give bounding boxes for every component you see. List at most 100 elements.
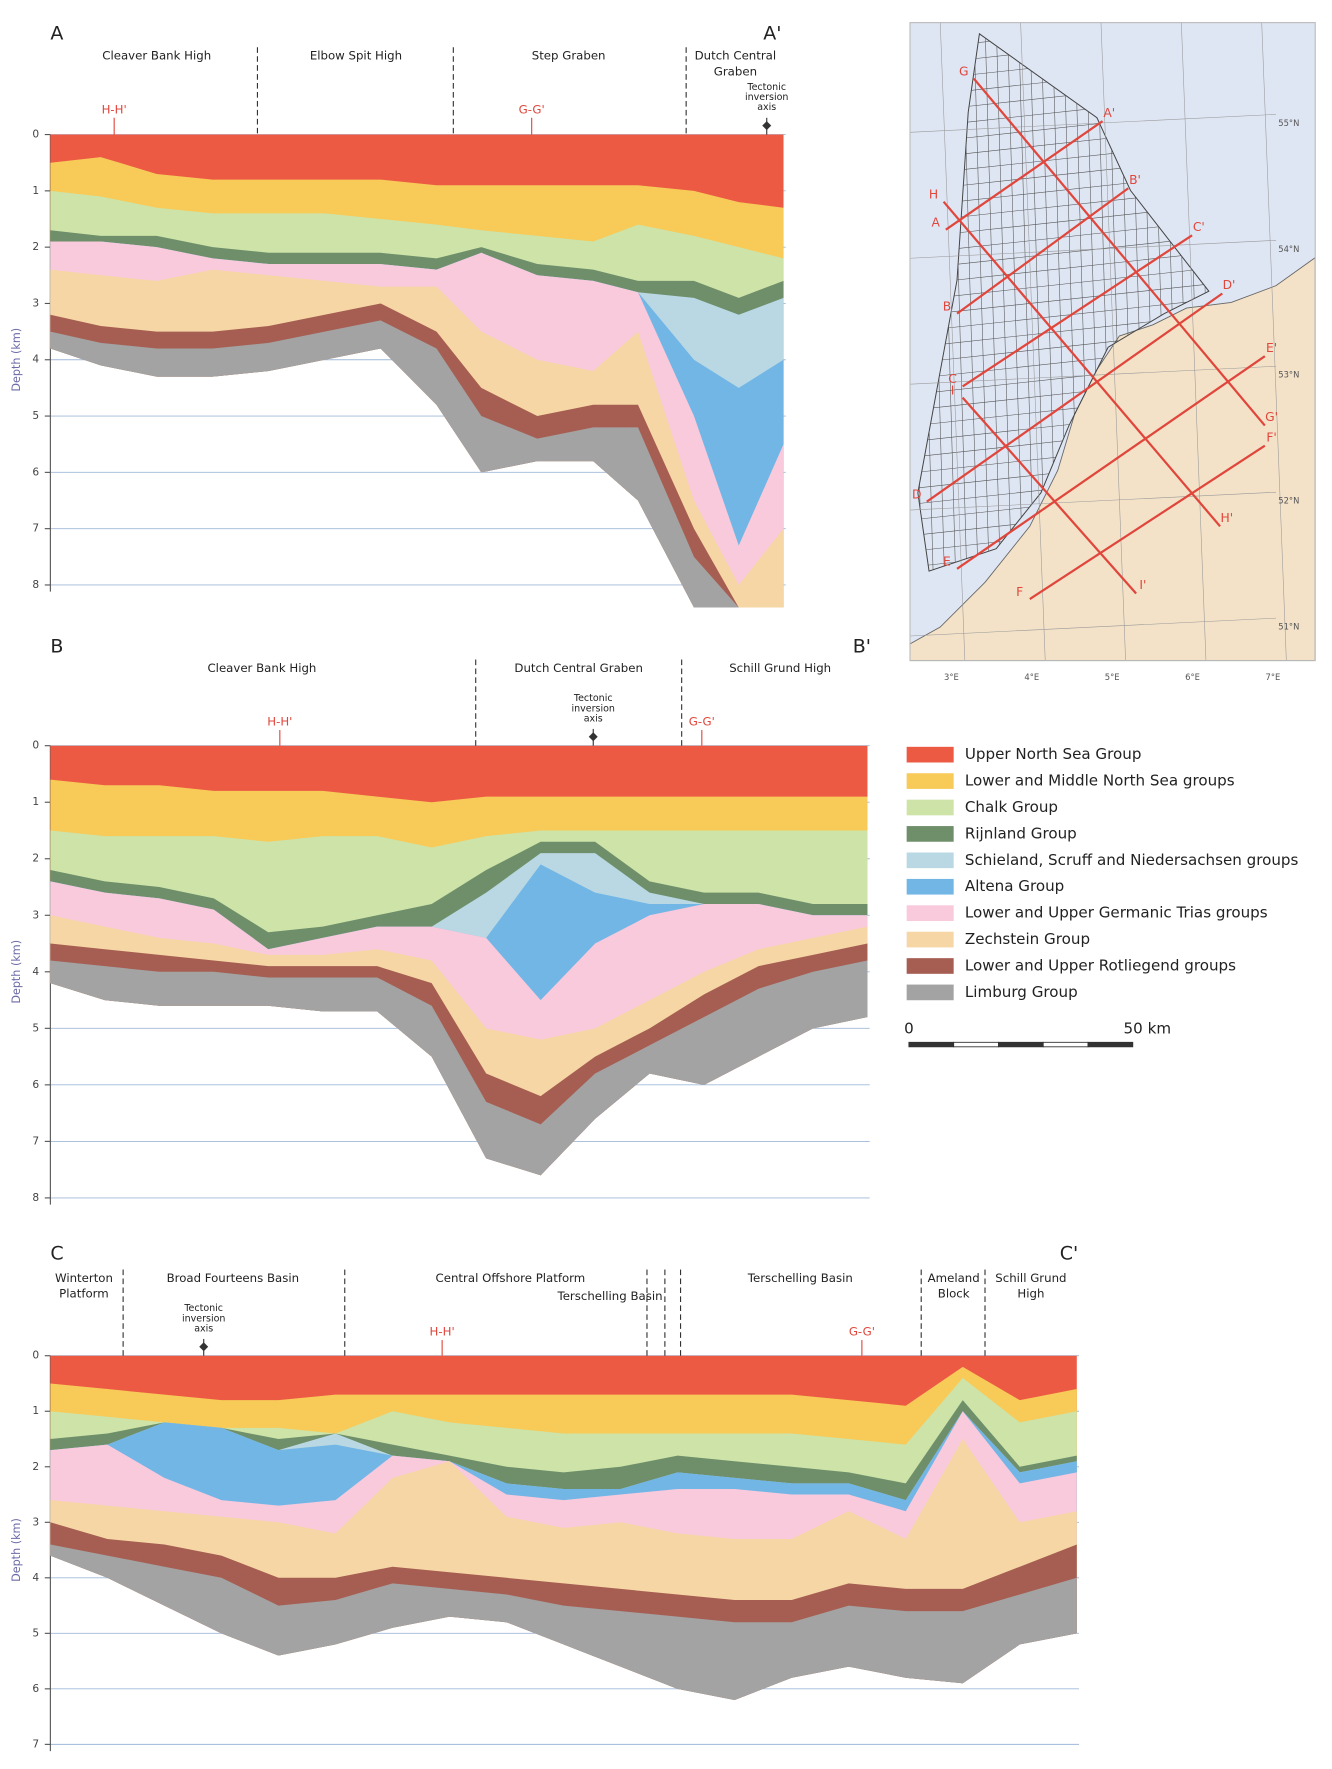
region-label: Schill Grund High xyxy=(729,661,831,675)
legend-label: Lower and Upper Rotliegend groups xyxy=(965,956,1236,974)
scale-segment xyxy=(998,1042,1043,1046)
scale-segment xyxy=(909,1042,954,1046)
section-line-start: G xyxy=(959,64,969,78)
region-label: Cleaver Bank High xyxy=(207,661,316,675)
section-line-end: I' xyxy=(1139,578,1146,592)
section-line-end: H' xyxy=(1220,511,1233,525)
y-tick-label: 5 xyxy=(32,1626,39,1639)
legend-label: Schieland, Scruff and Niedersachsen grou… xyxy=(965,851,1299,869)
inversion-symbol xyxy=(589,732,598,741)
y-axis-label: Depth (km) xyxy=(10,328,23,392)
legend-swatch xyxy=(907,773,954,789)
y-tick-label: 2 xyxy=(32,1460,39,1473)
section-line-end: A' xyxy=(1103,106,1115,120)
y-tick-label: 5 xyxy=(32,409,39,422)
section-line-start: E xyxy=(943,555,951,569)
inversion-label: axis xyxy=(757,102,776,113)
inversion-symbol xyxy=(199,1342,208,1351)
legend-swatch xyxy=(907,985,954,1001)
lat-label: 51°N xyxy=(1278,622,1299,632)
lat-label: 55°N xyxy=(1278,118,1299,128)
section-line-start: D xyxy=(912,487,921,501)
page: {"panels":[ {"start":"A","end":"A'","reg… xyxy=(0,0,1332,1769)
scale-segment xyxy=(1043,1042,1088,1046)
legend-swatch xyxy=(907,826,954,842)
lon-label: 4°E xyxy=(1024,672,1039,682)
y-tick-label: 7 xyxy=(32,1134,39,1147)
section-line-end: D' xyxy=(1223,278,1236,292)
y-tick-label: 3 xyxy=(32,296,39,309)
region-label: High xyxy=(1017,1287,1044,1301)
region-label: Schill Grund xyxy=(995,1271,1066,1285)
section-marker: G-G' xyxy=(519,102,545,116)
figure: 0 1 2 3 4 5 6 7 8 Depth (km) A A' Cleaver Bank High E… xyxy=(0,0,1332,1769)
y-tick-label: 4 xyxy=(32,965,39,978)
section-line-end: B' xyxy=(1129,173,1141,187)
section-marker: G-G' xyxy=(849,1325,875,1339)
legend-swatch xyxy=(907,800,954,816)
cross-section: 012345678Depth (km)BB'Cleaver Bank HighD… xyxy=(10,636,871,1205)
y-tick-label: 4 xyxy=(32,353,39,366)
y-tick-label: 0 xyxy=(32,1349,39,1362)
map xyxy=(873,0,1332,661)
y-tick-label: 7 xyxy=(32,1737,39,1750)
region-label: Platform xyxy=(59,1287,109,1301)
region-label: Step Graben xyxy=(532,49,606,63)
section-start: A xyxy=(50,22,63,44)
legend-label: Chalk Group xyxy=(965,798,1058,816)
cross-section: 01234567Depth (km)CC'WintertonPlatformBr… xyxy=(10,1242,1079,1751)
y-tick-label: 7 xyxy=(32,522,39,535)
legend-label: Limburg Group xyxy=(965,983,1078,1001)
region-label: Elbow Spit High xyxy=(310,49,402,63)
section-line-end: E' xyxy=(1266,341,1277,355)
lat-label: 52°N xyxy=(1278,496,1299,506)
lon-label: 5°E xyxy=(1105,672,1120,682)
inversion-label: axis xyxy=(584,713,603,724)
legend-swatch xyxy=(907,879,954,895)
y-tick-label: 6 xyxy=(32,1078,39,1091)
region-label: Ameland xyxy=(928,1271,980,1285)
section-line-start: I xyxy=(951,383,955,397)
legend-label: Lower and Upper Germanic Trias groups xyxy=(965,904,1268,922)
section-end: A' xyxy=(763,22,781,44)
y-tick-label: 5 xyxy=(32,1021,39,1034)
y-tick-label: 2 xyxy=(32,240,39,253)
legend-swatch xyxy=(907,958,954,974)
lon-label: 7°E xyxy=(1265,672,1280,682)
inversion-symbol xyxy=(762,121,771,130)
region-label: Dutch Central xyxy=(695,49,777,63)
region-label: Central Offshore Platform xyxy=(436,1271,586,1285)
region-label: Block xyxy=(938,1287,970,1301)
y-tick-label: 1 xyxy=(32,1404,39,1417)
y-axis-label: Depth (km) xyxy=(10,940,23,1004)
region-label: Graben xyxy=(714,64,757,78)
hatch-line xyxy=(1321,23,1332,627)
scale-segment xyxy=(1088,1042,1133,1046)
section-end: B' xyxy=(853,636,871,658)
y-tick-label: 8 xyxy=(32,1191,39,1204)
section-marker: H-H' xyxy=(267,715,292,729)
legend-label: Zechstein Group xyxy=(965,930,1090,948)
section-marker: G-G' xyxy=(689,715,715,729)
region-label: Terschelling Basin xyxy=(747,1271,853,1285)
scale-start: 0 xyxy=(904,1019,914,1037)
lat-label: 53°N xyxy=(1278,370,1299,380)
region-label: Cleaver Bank High xyxy=(102,49,211,63)
y-tick-label: 0 xyxy=(32,739,39,752)
legend-label: Upper North Sea Group xyxy=(965,745,1142,763)
section-line-start: F xyxy=(1016,585,1023,599)
y-tick-label: 6 xyxy=(32,465,39,478)
y-tick-label: 0 xyxy=(32,128,39,141)
section-line-end: C' xyxy=(1193,220,1205,234)
cross-section: 012345678Depth (km)AA'Cleaver Bank HighE… xyxy=(10,22,789,607)
section-marker: H-H' xyxy=(430,1325,455,1339)
y-tick-label: 4 xyxy=(32,1571,39,1584)
region-label: Winterton xyxy=(55,1271,113,1285)
lon-label: 6°E xyxy=(1185,672,1200,682)
lat-label: 54°N xyxy=(1278,244,1299,254)
legend-swatch xyxy=(907,905,954,921)
y-tick-label: 6 xyxy=(32,1682,39,1695)
region-label: Dutch Central Graben xyxy=(514,661,643,675)
section-line-start: H xyxy=(929,187,938,201)
y-tick-label: 3 xyxy=(32,1515,39,1528)
